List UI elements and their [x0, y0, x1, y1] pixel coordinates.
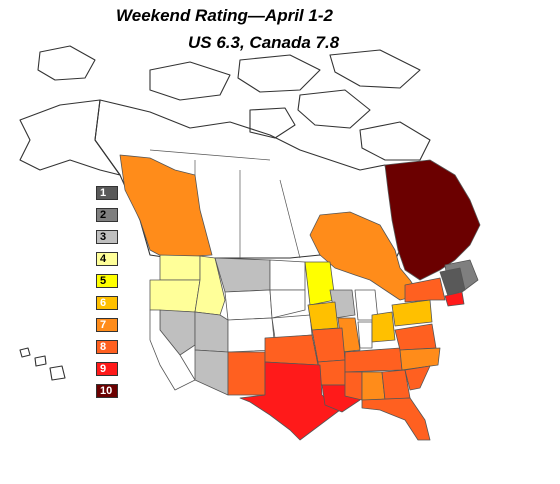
region-washington: [159, 254, 201, 281]
region-ontario: [309, 211, 421, 301]
us-states: [149, 254, 466, 441]
region-pennsylvania: [391, 299, 433, 327]
legend-item-1: 1: [96, 186, 118, 200]
legend-item-8: 8: [96, 340, 118, 354]
region-mississippi: [344, 371, 363, 401]
region-new-york: [404, 277, 446, 303]
legend-item-7: 7: [96, 318, 118, 332]
arctic-islands: [37, 45, 431, 161]
region-south-carolina: [404, 365, 431, 391]
region-oregon: [149, 279, 201, 313]
region-new-england: [439, 267, 466, 297]
region-virginia: [394, 323, 437, 351]
region-missouri: [311, 327, 346, 363]
region-arkansas: [317, 359, 346, 386]
region-massachusetts: [444, 291, 465, 307]
legend-item-10: 10: [96, 384, 118, 398]
map-subtitle: US 6.3, Canada 7.8: [188, 33, 340, 52]
hawaii: [19, 347, 66, 381]
legend-item-2: 2: [96, 208, 118, 222]
map-title: Weekend Rating—April 1-2: [116, 6, 333, 25]
region-minnesota: [304, 261, 336, 306]
region-arizona: [194, 349, 229, 396]
region-oklahoma: [264, 334, 319, 366]
region-montana: [214, 257, 271, 293]
region-alabama: [361, 371, 386, 401]
region-british-columbia: [119, 154, 213, 259]
region-tennessee: [344, 347, 403, 373]
region-iowa: [307, 301, 339, 331]
legend-item-5: 5: [96, 274, 118, 288]
region-north-carolina: [399, 347, 441, 371]
region-florida: [361, 397, 431, 441]
alaska: [19, 99, 121, 176]
legend-item-4: 4: [96, 252, 118, 266]
region-utah: [194, 311, 229, 353]
region-texas: [239, 361, 341, 441]
legend-item-6: 6: [96, 296, 118, 310]
legend-item-9: 9: [96, 362, 118, 376]
region-ohio: [371, 311, 396, 343]
region-new-mexico: [227, 351, 266, 396]
legend-item-3: 3: [96, 230, 118, 244]
